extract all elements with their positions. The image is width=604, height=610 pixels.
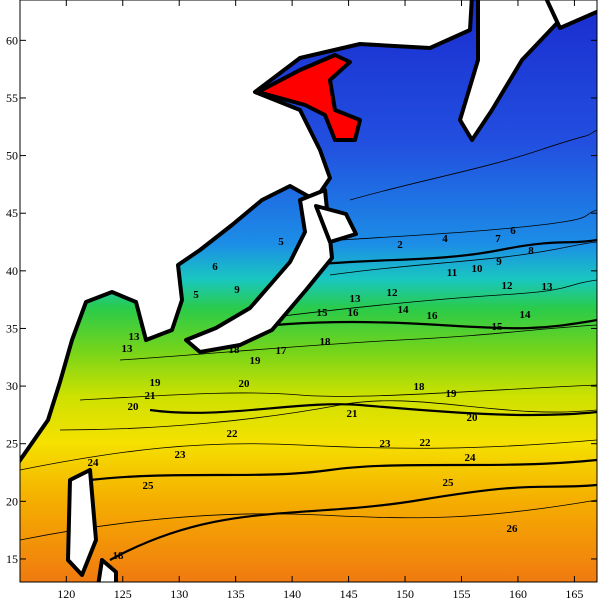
contour-label: 5 xyxy=(278,236,284,248)
contour-label: 18 xyxy=(320,336,332,348)
contour-label: 24 xyxy=(88,457,100,469)
bold-contours xyxy=(89,238,597,561)
x-tick-label: 160 xyxy=(509,587,527,601)
taiwan-philippines xyxy=(66,468,98,577)
contour-label: 11 xyxy=(447,267,457,279)
contour-label: 2 xyxy=(397,239,403,251)
contour-label: 20 xyxy=(239,378,251,390)
x-tick-label: 120 xyxy=(57,587,75,601)
y-tick-label: 20 xyxy=(6,494,18,508)
contour-label: 12 xyxy=(502,280,514,292)
axes: 120 125 130 135 140 145 150 155 160 1651520253035… xyxy=(6,0,597,601)
continent xyxy=(20,0,474,464)
contour-label: 19 xyxy=(150,377,162,389)
x-tick-label: 145 xyxy=(340,587,358,601)
contour-label: 16 xyxy=(348,307,360,319)
contour-label: 21 xyxy=(145,390,156,402)
contour-label: 13 xyxy=(542,281,554,293)
contour-label: 18 xyxy=(414,381,426,393)
contour-label: 6 xyxy=(212,261,218,273)
y-tick-label: 50 xyxy=(6,149,18,163)
contour-label: 22 xyxy=(227,428,239,440)
contour-label: 5 xyxy=(193,289,199,301)
contour-label: 18 xyxy=(229,344,241,356)
contour-label: 23 xyxy=(380,438,392,450)
island xyxy=(96,558,118,582)
contour-label: 8 xyxy=(528,245,534,257)
y-tick-label: 60 xyxy=(6,33,18,47)
contour-label: 14 xyxy=(520,309,532,321)
hokkaido xyxy=(314,204,358,244)
contour-label: 24 xyxy=(465,452,477,464)
y-tick-label: 25 xyxy=(6,437,18,451)
y-tick-label: 30 xyxy=(6,379,18,393)
x-tick-label: 130 xyxy=(170,587,188,601)
contour-label: 6 xyxy=(510,225,516,237)
contour-label: 21 xyxy=(347,408,358,420)
y-tick-label: 45 xyxy=(6,206,18,220)
contour-label: 15 xyxy=(492,321,504,333)
y-tick-label: 15 xyxy=(6,552,18,566)
contour-label: 19 xyxy=(446,388,458,400)
x-tick-label: 150 xyxy=(396,587,414,601)
x-tick-label: 135 xyxy=(227,587,245,601)
contour-label: 9 xyxy=(496,256,502,268)
contour-label: 14 xyxy=(398,304,410,316)
x-tick-label: 155 xyxy=(453,587,471,601)
contour-label: 12 xyxy=(387,287,399,299)
contour-label: 18 xyxy=(113,550,125,562)
y-tick-label: 35 xyxy=(6,321,18,335)
contour-label: 13 xyxy=(129,331,141,343)
contour-label: 15 xyxy=(317,307,329,319)
land xyxy=(20,0,597,582)
x-tick-label: 165 xyxy=(565,587,583,601)
x-tick-label: 125 xyxy=(114,587,132,601)
plot-frame xyxy=(19,0,598,583)
y-tick-label: 55 xyxy=(6,91,18,105)
contour-label: 20 xyxy=(128,401,140,413)
contour-label: 7 xyxy=(495,233,501,245)
y-tick-label: 40 xyxy=(6,264,18,278)
contour-label: 22 xyxy=(420,437,432,449)
contour-label: 16 xyxy=(427,310,439,322)
contour-label: 26 xyxy=(507,523,519,535)
contour-label: 10 xyxy=(472,263,484,275)
contour-label: 13 xyxy=(122,343,134,355)
sea-ice xyxy=(256,53,362,142)
x-tick-label: 140 xyxy=(283,587,301,601)
contour-label: 25 xyxy=(443,477,455,489)
contour-label: 17 xyxy=(276,345,288,357)
contour-label: 20 xyxy=(467,412,479,424)
contour-label: 13 xyxy=(350,293,362,305)
contour-label: 4 xyxy=(442,233,448,245)
contour-label: 25 xyxy=(143,480,155,492)
contour-label: 23 xyxy=(175,449,187,461)
kamchatka-north xyxy=(544,0,597,30)
contour-label: 9 xyxy=(234,284,240,296)
contour-label: 19 xyxy=(250,355,262,367)
